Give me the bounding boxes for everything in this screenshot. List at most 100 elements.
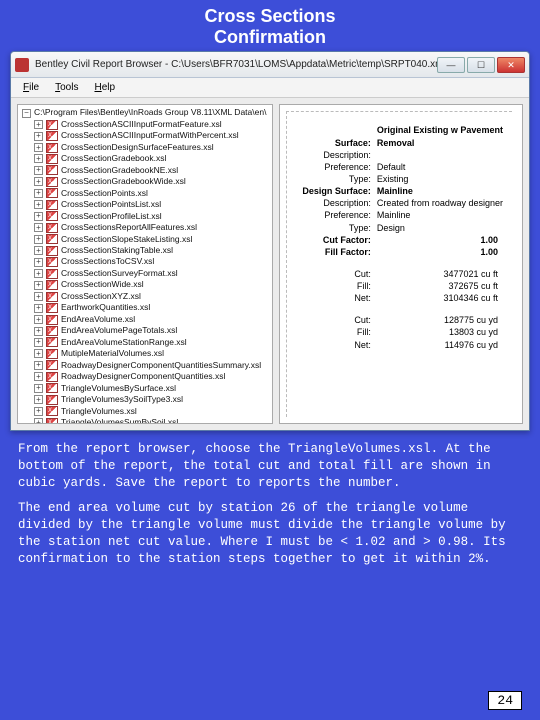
app-icon <box>15 58 29 72</box>
menu-file[interactable]: File <box>15 80 47 95</box>
file-row[interactable]: +XCrossSectionPoints.xsl <box>20 188 270 199</box>
file-row[interactable]: +XEndAreaVolumeStationRange.xsl <box>20 337 270 348</box>
tree-expand-icon[interactable]: + <box>34 200 43 209</box>
file-row[interactable]: +XRoadwayDesignerComponentQuantities.xsl <box>20 371 270 382</box>
app-window: Bentley Civil Report Browser - C:\Users\… <box>10 51 530 431</box>
file-row[interactable]: +XCrossSectionASCIIInputFormatFeature.xs… <box>20 119 270 130</box>
tree-root[interactable]: − C:\Program Files\Bentley\InRoads Group… <box>20 107 270 118</box>
file-row[interactable]: +XCrossSectionPointsList.xsl <box>20 199 270 210</box>
menubar: File Tools Help <box>11 78 529 98</box>
file-row[interactable]: +XEarthworkQuantities.xsl <box>20 302 270 313</box>
file-row[interactable]: +XCrossSectionXYZ.xsl <box>20 291 270 302</box>
tree-expand-icon[interactable]: + <box>34 143 43 152</box>
file-row[interactable]: +XTriangleVolumesSumBySoil.xsl <box>20 417 270 424</box>
tree-expand-icon[interactable]: + <box>34 212 43 221</box>
file-row[interactable]: +XCrossSectionDesignSurfaceFeatures.xsl <box>20 142 270 153</box>
tree-expand-icon[interactable]: + <box>34 258 43 267</box>
report-row: Fill:372675 cu ft <box>293 280 506 292</box>
tree-expand-icon[interactable]: + <box>34 315 43 324</box>
xsl-file-icon: X <box>46 200 58 210</box>
report-row: Preference:Mainline <box>293 209 506 221</box>
file-row[interactable]: +XTriangleVolumes3ySoilType3.xsl <box>20 394 270 405</box>
file-tree-panel[interactable]: − C:\Program Files\Bentley\InRoads Group… <box>17 104 273 424</box>
file-row[interactable]: +XCrossSectionStakingTable.xsl <box>20 245 270 256</box>
xsl-file-icon: X <box>46 360 58 370</box>
file-row[interactable]: +XEndAreaVolumePageTotals.xsl <box>20 325 270 336</box>
xsl-file-icon: X <box>46 188 58 198</box>
tree-expand-icon[interactable]: + <box>34 281 43 290</box>
file-row[interactable]: +XMutipleMaterialVolumes.xsl <box>20 348 270 359</box>
tree-expand-icon[interactable]: + <box>34 304 43 313</box>
file-label: CrossSectionSurveyFormat.xsl <box>61 268 178 279</box>
report-label: Fill Factor: <box>293 246 377 258</box>
tree-expand-icon[interactable]: + <box>34 384 43 393</box>
tree-expand-icon[interactable]: + <box>34 189 43 198</box>
file-row[interactable]: +XCrossSectionGradebookNE.xsl <box>20 165 270 176</box>
tree-expand-icon[interactable]: + <box>34 235 43 244</box>
tree-expand-icon[interactable]: + <box>34 154 43 163</box>
report-label: Type: <box>293 173 377 185</box>
window-buttons: — ☐ ✕ <box>437 57 525 73</box>
xsl-file-icon: X <box>46 120 58 130</box>
maximize-button[interactable]: ☐ <box>467 57 495 73</box>
report-label: Design Surface: <box>293 185 377 197</box>
file-row[interactable]: +XCrossSectionsReportAllFeatures.xsl <box>20 222 270 233</box>
xsl-file-icon: X <box>46 395 58 405</box>
xsl-file-icon: X <box>46 131 58 141</box>
tree-expand-icon[interactable]: + <box>34 292 43 301</box>
report-value: 3104346 cu ft <box>377 292 506 304</box>
tree-expand-icon[interactable]: + <box>34 269 43 278</box>
file-row[interactable]: +XCrossSectionWide.xsl <box>20 279 270 290</box>
menu-help[interactable]: Help <box>86 80 123 95</box>
window-title: Bentley Civil Report Browser - C:\Users\… <box>35 59 437 70</box>
file-row[interactable]: +XCrossSectionASCIIInputFormatWithPercen… <box>20 130 270 141</box>
tree-expand-icon[interactable]: + <box>34 223 43 232</box>
report-value: Removal <box>377 137 506 149</box>
tree-expand-icon[interactable]: + <box>34 407 43 416</box>
tree-expand-icon[interactable]: + <box>34 338 43 347</box>
tree-collapse-icon[interactable]: − <box>22 109 31 118</box>
report-label: Fill: <box>293 280 377 292</box>
report-value: 3477021 cu ft <box>377 268 506 280</box>
report-row: Type:Existing <box>293 173 506 185</box>
tree-expand-icon[interactable]: + <box>34 132 43 141</box>
report-row: Description:Created from roadway designe… <box>293 197 506 209</box>
tree-expand-icon[interactable]: + <box>34 246 43 255</box>
tree-expand-icon[interactable]: + <box>34 395 43 404</box>
file-row[interactable]: +XCrossSectionSlopeStakeListing.xsl <box>20 234 270 245</box>
xsl-file-icon: X <box>46 223 58 233</box>
file-row[interactable]: +XTriangleVolumes.xsl <box>20 406 270 417</box>
report-label: Cut: <box>293 268 377 280</box>
minimize-button[interactable]: — <box>437 57 465 73</box>
file-row[interactable]: +XEndAreaVolume.xsl <box>20 314 270 325</box>
tree-expand-icon[interactable]: + <box>34 120 43 129</box>
file-row[interactable]: +XCrossSectionGradebook.xsl <box>20 153 270 164</box>
tree-expand-icon[interactable]: + <box>34 327 43 336</box>
xsl-file-icon: X <box>46 280 58 290</box>
file-row[interactable]: +XCrossSectionsToCSV.xsl <box>20 256 270 267</box>
tree-expand-icon[interactable]: + <box>34 361 43 370</box>
menu-tools[interactable]: Tools <box>47 80 86 95</box>
report-value: Existing <box>377 173 506 185</box>
report-value <box>377 149 506 161</box>
tree-expand-icon[interactable]: + <box>34 418 43 424</box>
content-area: − C:\Program Files\Bentley\InRoads Group… <box>11 98 529 430</box>
file-row[interactable]: +XCrossSectionGradebookWide.xsl <box>20 176 270 187</box>
tree-expand-icon[interactable]: + <box>34 166 43 175</box>
tree-expand-icon[interactable]: + <box>34 349 43 358</box>
close-button[interactable]: ✕ <box>497 57 525 73</box>
tree-root-label: C:\Program Files\Bentley\InRoads Group V… <box>34 107 266 118</box>
xsl-file-icon: X <box>46 143 58 153</box>
file-row[interactable]: +XTriangleVolumesBySurface.xsl <box>20 383 270 394</box>
xsl-file-icon: X <box>46 177 58 187</box>
file-row[interactable]: +XCrossSectionProfileList.xsl <box>20 211 270 222</box>
file-row[interactable]: +XCrossSectionSurveyFormat.xsl <box>20 268 270 279</box>
xsl-file-icon: X <box>46 154 58 164</box>
report-value: 128775 cu yd <box>377 314 506 326</box>
tree-expand-icon[interactable]: + <box>34 372 43 381</box>
report-label: Cut: <box>293 314 377 326</box>
tree-expand-icon[interactable]: + <box>34 177 43 186</box>
body-paragraph-2: The end area volume cut by station 26 of… <box>18 500 522 568</box>
file-row[interactable]: +XRoadwayDesignerComponentQuantitiesSumm… <box>20 360 270 371</box>
file-label: TriangleVolumesSumBySoil.xsl <box>61 417 178 424</box>
